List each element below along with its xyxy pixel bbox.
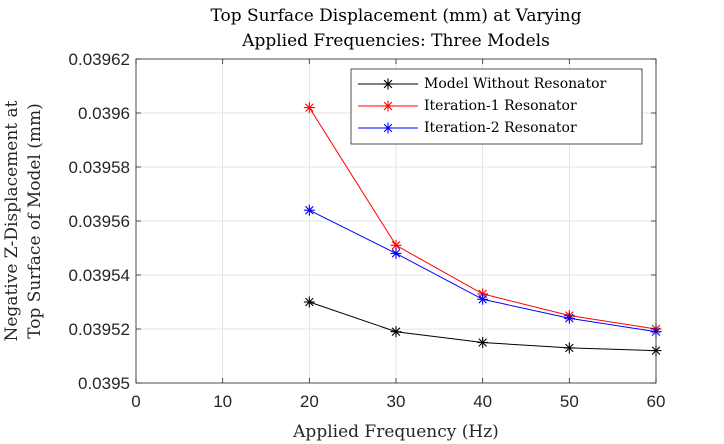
y-tick-label: 0.0395 — [78, 374, 130, 393]
y-tick-label: 0.03962 — [69, 50, 130, 69]
legend-marker-2 — [382, 122, 394, 134]
data-point-marker — [303, 204, 315, 216]
legend-label-iteration-2: Iteration-2 Resonator — [424, 120, 577, 136]
data-point-marker — [563, 312, 575, 324]
x-tick-label: 20 — [300, 392, 319, 411]
y-tick-label: 0.0396 — [78, 104, 130, 123]
legend-label-model-without-resonator: Model Without Resonator — [424, 76, 607, 92]
legend-marker-0 — [382, 78, 394, 90]
y-tick-label: 0.03958 — [69, 158, 130, 177]
data-point-marker — [390, 326, 402, 338]
legend-label-iteration-1: Iteration-1 Resonator — [424, 98, 577, 114]
chart-title-line-1: Top Surface Displacement (mm) at Varying — [211, 6, 582, 26]
y-tick-label: 0.03952 — [69, 320, 130, 339]
legend: Model Without Resonator Iteration-1 Reso… — [350, 68, 643, 145]
data-point-marker — [477, 293, 489, 305]
chart-title-line-2: Applied Frequencies: Three Models — [241, 31, 550, 51]
x-tick-label: 40 — [473, 392, 492, 411]
data-point-marker — [303, 296, 315, 308]
x-axis-label: Applied Frequency (Hz) — [292, 422, 499, 442]
y-tick-label: 0.03954 — [69, 266, 130, 285]
x-tick-label: 0 — [131, 392, 140, 411]
x-tick-label: 30 — [387, 392, 406, 411]
data-point-marker — [563, 342, 575, 354]
y-axis-label-line-2: Top Surface of Model (mm) — [25, 103, 45, 339]
y-tick-label: 0.03956 — [69, 212, 130, 231]
x-tick-label: 50 — [560, 392, 579, 411]
x-tick-label: 60 — [647, 392, 666, 411]
y-axis-label-line-1: Negative Z-Displacement at — [2, 100, 22, 341]
data-point-marker — [477, 337, 489, 348]
legend-marker-1 — [382, 100, 394, 112]
x-tick-label: 10 — [213, 392, 232, 411]
axes: 0 10 20 30 40 50 60 0.0395 0.03952 0.03954 0.03956… — [69, 50, 666, 411]
data-point-marker — [303, 102, 315, 114]
series-layer — [303, 102, 662, 357]
data-point-marker — [390, 247, 402, 259]
